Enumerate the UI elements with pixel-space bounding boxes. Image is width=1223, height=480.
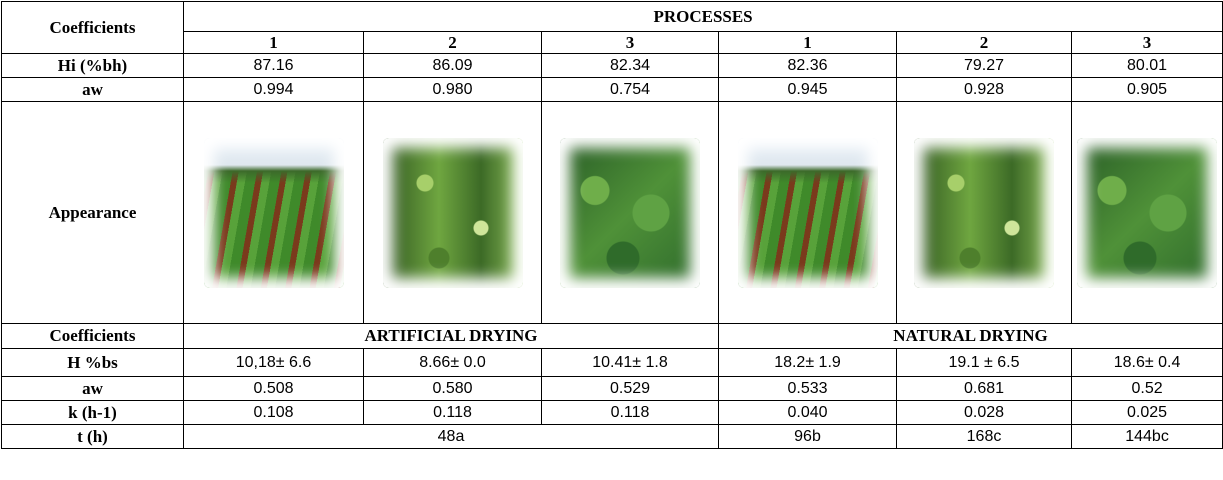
cell: 18.6± 0.4 (1070, 348, 1223, 377)
column-header: 2 (896, 31, 1072, 54)
photo (914, 137, 1054, 288)
row-header: H %bs (1, 348, 184, 377)
row-header: t (h) (1, 424, 184, 449)
cell: 0.118 (541, 400, 719, 425)
cell: 82.36 (718, 53, 897, 78)
image-cell (1070, 101, 1223, 324)
cell: 8.66± 0.0 (363, 348, 542, 377)
cell: 0.52 (1070, 376, 1223, 401)
photo (737, 137, 878, 288)
row-header: aw (1, 77, 184, 102)
group-header: NATURAL DRYING (717, 323, 1223, 349)
photo (1077, 137, 1218, 288)
table-row: Appearance (1, 101, 1223, 324)
table-row: t (h) 48a 96b 168c 144bc (1, 424, 1223, 449)
cell: 10.41± 1.8 (541, 348, 719, 377)
table-row: aw 0.508 0.580 0.529 0.533 0.681 0.52 (1, 376, 1223, 401)
cell: 87.16 (183, 53, 364, 78)
cell: 96b (718, 424, 897, 449)
cell: 0.994 (183, 77, 364, 102)
row-header: Hi (%bh) (1, 53, 184, 78)
table-row: Coefficients PROCESSES (1, 1, 1223, 54)
cell: 168c (896, 424, 1072, 449)
data-table: Coefficients PROCESSES 1 2 3 1 2 3 Hi (%bh) 87.16… (1, 1, 1223, 449)
cell: 0.508 (183, 376, 364, 401)
cell: 0.681 (896, 376, 1072, 401)
table-row: H %bs 10,18± 6.6 8.66± 0.0 10.41± 1.8 18.2± … (1, 348, 1223, 377)
row-header: k (h-1) (1, 400, 184, 425)
cell: 0.580 (363, 376, 542, 401)
group-header: ARTIFICIAL DRYING (183, 323, 719, 349)
column-header: 1 (183, 31, 364, 54)
cell: 0.028 (896, 400, 1072, 425)
cell: 144bc (1070, 424, 1223, 449)
cell: 79.27 (896, 53, 1072, 78)
row-header: Coefficients (1, 1, 184, 54)
row-header: Appearance (1, 101, 184, 324)
row-header: aw (1, 376, 184, 401)
group-header: PROCESSES (182, 1, 1223, 32)
cell: 0.945 (718, 77, 897, 102)
cell: 0.928 (896, 77, 1072, 102)
cell: 19.1 ± 6.5 (896, 348, 1072, 377)
cell: 0.980 (363, 77, 542, 102)
image-cell (541, 101, 719, 324)
column-header: 3 (541, 31, 719, 54)
column-header: 1 (718, 31, 897, 54)
cell: 18.2± 1.9 (718, 348, 897, 377)
cell: 0.025 (1070, 400, 1223, 425)
table-row: Coefficients ARTIFICIAL DRYING NATURAL DRY… (1, 323, 1223, 349)
row-header: Coefficients (1, 323, 184, 349)
cell: 48a (183, 424, 719, 449)
table-row: Hi (%bh) 87.16 86.09 82.34 82.36 79.27 80.01 (1, 53, 1223, 78)
image-cell (183, 101, 364, 324)
table-row: k (h-1) 0.108 0.118 0.118 0.040 0.028 0.025 (1, 400, 1223, 425)
image-cell (896, 101, 1072, 324)
cell: 0.108 (183, 400, 364, 425)
cell: 80.01 (1070, 53, 1223, 78)
column-header: 3 (1070, 31, 1223, 54)
photo (382, 137, 523, 288)
table-row: aw 0.994 0.980 0.754 0.945 0.928 0.905 (1, 77, 1223, 102)
cell: 82.34 (541, 53, 719, 78)
cell: 0.118 (363, 400, 542, 425)
cell: 0.529 (541, 376, 719, 401)
image-cell (718, 101, 897, 324)
cell: 10,18± 6.6 (183, 348, 364, 377)
column-header: 2 (363, 31, 542, 54)
cell: 0.533 (718, 376, 897, 401)
image-cell (363, 101, 542, 324)
cell: 86.09 (363, 53, 542, 78)
cell: 0.040 (718, 400, 897, 425)
photo (203, 137, 344, 288)
photo (560, 137, 700, 288)
cell: 0.905 (1070, 77, 1223, 102)
cell: 0.754 (541, 77, 719, 102)
